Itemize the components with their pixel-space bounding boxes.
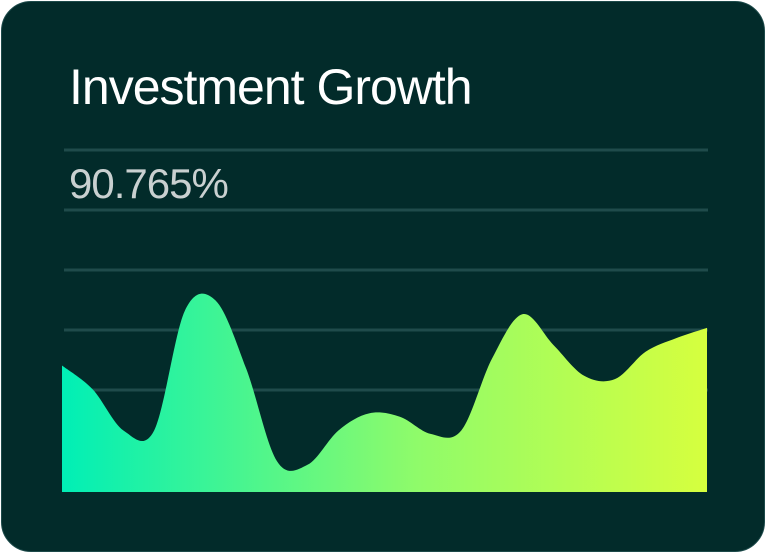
- growth-percentage: 90.765%: [69, 160, 229, 207]
- card-title: Investment Growth: [69, 59, 473, 115]
- area-series: [62, 293, 707, 492]
